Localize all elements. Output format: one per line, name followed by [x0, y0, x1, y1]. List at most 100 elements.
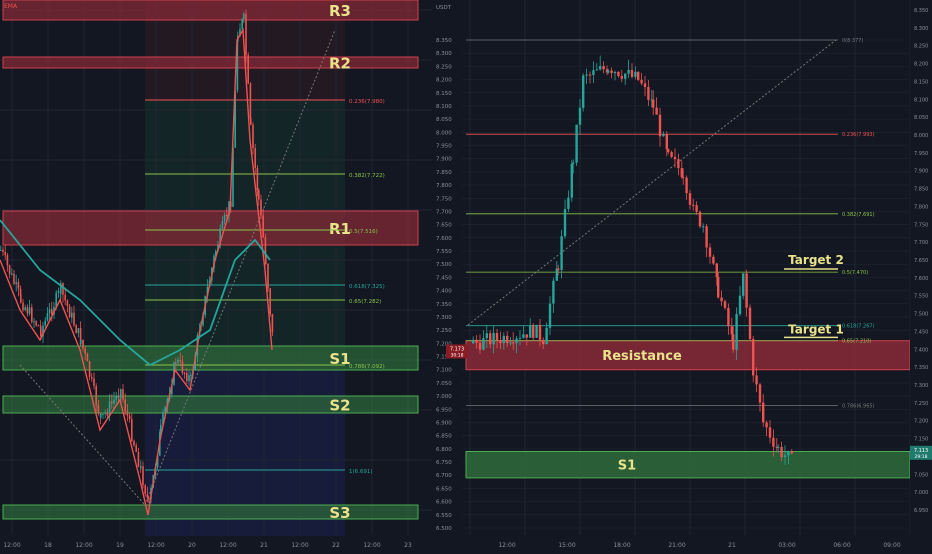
far-right-y-tick-label: 7.350 [914, 365, 928, 371]
right-candle-body [518, 337, 522, 339]
left-zone-r1 [2, 210, 419, 246]
left-candle-body [160, 424, 162, 433]
left-candle-body [95, 385, 97, 405]
left-candle-body [100, 414, 102, 418]
right-candle-body [545, 327, 548, 345]
left-chart-panel[interactable]: R3 R2 R1 S1 S2 S3 0.236(7.980) 0.382(7.722) 0.5(… [0, 0, 432, 550]
right-candle-body [475, 339, 478, 343]
right-x-tick-label: 03:00 [778, 542, 795, 549]
right-chart-panel[interactable]: 8.350 8.300 8.250 8.200 8.150 8.100 8.050 8.000… [432, 0, 932, 550]
left-x-tick-label: 12:00 [75, 542, 92, 549]
left-x-tick-label: 12:00 [363, 542, 380, 549]
left-candle-body [254, 148, 256, 168]
right-candle-body [708, 247, 712, 257]
left-x-tick-label: 12:00 [3, 542, 20, 549]
right-candle-body [643, 83, 647, 87]
left-candle-body [20, 295, 22, 303]
left-fib-label: 0.5(7.516) [349, 229, 378, 235]
right-candle-body [640, 79, 643, 84]
left-candle-body [44, 320, 46, 326]
right-candle-body [682, 177, 685, 179]
far-right-y-tick-label: 6.950 [914, 508, 928, 514]
right-candle-body [485, 333, 488, 339]
right-candle-body [555, 268, 558, 281]
left-candle-body [186, 372, 188, 382]
left-candle-body [202, 315, 204, 326]
right-currency-label: USDT [436, 5, 452, 11]
right-fib-label: 0.65(7.210) [842, 339, 871, 345]
far-right-y-tick-label: 7.950 [914, 151, 928, 157]
left-candle-body [37, 325, 40, 327]
right-candle-body [557, 268, 560, 271]
right-candle-body [499, 340, 502, 344]
left-candle-body [4, 251, 6, 256]
right-zone-label-s1: S1 [618, 459, 636, 474]
right-candle-body [667, 149, 670, 153]
left-candle-body [179, 359, 181, 362]
far-right-y-tick-label: 8.300 [914, 26, 928, 32]
left-x-tick-label: 12:00 [147, 542, 164, 549]
right-candle-body [634, 71, 637, 77]
right-y-tick-label: 6.700 [436, 473, 452, 479]
left-zone-s2 [2, 395, 419, 414]
right-y-tick-label: 6.600 [436, 500, 452, 506]
right-candle-body [522, 334, 525, 338]
right-fib-label: 0(8.377) [842, 38, 863, 44]
right-candle-body [717, 276, 720, 298]
left-candle-body [236, 41, 239, 91]
right-y-tick-label: 7.400 [436, 289, 452, 295]
right-y-tick-label: 8.300 [436, 51, 452, 57]
right-candle-body [662, 134, 665, 137]
left-candle-body [88, 361, 91, 377]
left-candle-body [68, 306, 71, 318]
right-fib-label: 0.382(7.691) [842, 212, 875, 218]
far-right-price-tag-value: 7.113 [914, 448, 928, 454]
right-y-tick-label: 7.300 [436, 315, 452, 321]
right-y-tick-label: 7.750 [436, 196, 452, 202]
left-candle-body [128, 415, 131, 419]
left-candle-body [46, 313, 49, 321]
right-x-tick-label: 21:00 [668, 542, 685, 549]
right-x-tick-label: 09:00 [883, 542, 900, 549]
right-candle-body [735, 314, 738, 350]
right-candle-body [698, 211, 702, 227]
right-candle-body [677, 159, 680, 169]
left-candle-body [271, 313, 274, 333]
right-x-axis-bg [432, 536, 910, 550]
right-y-tick-label: 7.950 [436, 144, 452, 150]
right-candle-body [570, 163, 573, 198]
left-candle-body [91, 376, 93, 379]
left-x-tick-label: 21 [260, 542, 268, 549]
right-y-tick-label: 7.200 [436, 341, 452, 347]
far-right-y-tick-label: 7.500 [914, 312, 928, 318]
left-candle-body [26, 307, 29, 314]
left-ema-slow-line [0, 219, 271, 367]
far-right-y-tick-label: 8.250 [914, 44, 928, 50]
right-y-tick-label: 7.650 [436, 223, 452, 229]
right-candle-body [673, 156, 677, 160]
left-zone-s1 [2, 345, 419, 371]
left-candle-body [142, 466, 144, 486]
right-candle-body [752, 339, 755, 376]
left-chart-canvas[interactable]: R3 R2 R1 S1 S2 S3 0.236(7.980) 0.382(7.722) 0.5(… [0, 0, 432, 550]
right-y-tick-label: 6.800 [436, 447, 452, 453]
left-candle-body [48, 309, 51, 314]
right-y-tick-label: 8.350 [436, 38, 452, 44]
right-chart-canvas[interactable]: 8.350 8.300 8.250 8.200 8.150 8.100 8.050 8.000… [432, 0, 932, 550]
right-candle-body [602, 66, 605, 70]
right-candle-body [790, 451, 793, 454]
right-y-tick-label: 7.600 [436, 236, 452, 242]
far-right-y-tick-label: 8.000 [914, 133, 928, 139]
left-candle-body [19, 288, 22, 296]
right-y-tick-label: 6.750 [436, 460, 452, 466]
left-candle-body [79, 328, 82, 345]
right-candle-body [538, 324, 542, 340]
right-fib-label: 0.236(7.993) [842, 132, 875, 138]
right-x-tick-label: 06:00 [833, 542, 850, 549]
right-y-tick-label: 8.100 [436, 104, 452, 110]
right-y-tick-label: 7.800 [436, 183, 452, 189]
right-candle-body [525, 334, 528, 338]
left-zone-label-s3: S3 [329, 504, 350, 522]
left-candle-body [183, 372, 186, 374]
right-candle-body [599, 66, 602, 70]
